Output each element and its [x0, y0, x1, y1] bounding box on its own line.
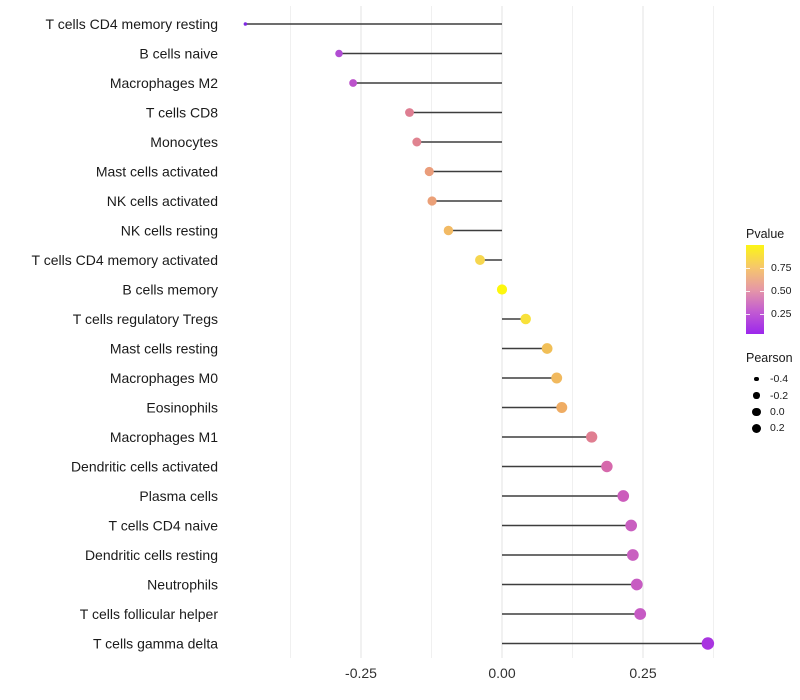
lollipop-dot	[701, 637, 715, 650]
y-axis-label: Plasma cells	[139, 488, 218, 504]
lollipop-dot	[625, 519, 638, 532]
pearson-size-dot	[753, 392, 760, 399]
pearson-legend-title: Pearson	[746, 351, 793, 365]
y-axis-label: NK cells activated	[107, 193, 218, 209]
lollipop-dot	[617, 490, 630, 502]
y-axis-label: Eosinophils	[146, 399, 218, 415]
colorbar-tick-label: 0.25	[771, 307, 792, 320]
pvalue-legend-title: Pvalue	[746, 227, 785, 241]
y-axis-label: Macrophages M2	[110, 75, 218, 91]
pearson-size-label: 0.2	[770, 422, 785, 435]
y-axis-label: B cells memory	[122, 281, 218, 297]
y-axis-label: Mast cells activated	[96, 163, 218, 179]
colorbar-tick-label: 0.50	[771, 285, 792, 297]
pearson-size-dot	[754, 377, 759, 382]
lollipop-dot	[405, 108, 414, 117]
y-axis-label: Monocytes	[150, 134, 218, 150]
colorbar-tick-label: 0.75	[771, 262, 792, 275]
y-axis-label: T cells regulatory Tregs	[73, 311, 218, 327]
lollipop-dot	[443, 225, 454, 236]
colorbar-tick	[760, 291, 764, 292]
pvalue-colorbar	[746, 245, 764, 334]
lollipop-dot	[243, 22, 248, 26]
lollipop-dot	[630, 578, 643, 591]
lollipop-dot	[424, 166, 434, 177]
lollipop-dot	[335, 49, 343, 58]
y-axis-label: B cells naive	[139, 45, 218, 61]
lollipop-dot	[551, 372, 563, 384]
colorbar-tick	[760, 313, 764, 315]
colorbar-tick	[746, 313, 750, 315]
x-tick-label: 0.00	[488, 665, 515, 681]
lollipop-dot	[556, 402, 568, 413]
pearson-legend-item: -0.4	[746, 371, 793, 387]
y-axis-label: T cells CD4 memory resting	[46, 16, 218, 32]
colorbar-tick	[746, 291, 750, 292]
y-axis-label: T cells CD4 memory activated	[32, 252, 218, 268]
pearson-legend-item: -0.2	[746, 387, 793, 403]
lollipop-dot	[541, 343, 553, 354]
pearson-legend-item: 0.0	[746, 404, 793, 420]
pearson-size-label: -0.4	[770, 373, 789, 386]
pearson-legend-items: -0.4 -0.2 0.0 0.2	[746, 371, 793, 437]
lollipop-dot	[586, 431, 598, 443]
pearson-size-dot	[752, 407, 761, 417]
x-tick-label: 0.25	[629, 665, 656, 681]
x-tick-label: -0.25	[345, 665, 377, 681]
colorbar-tick	[760, 268, 764, 270]
y-axis-label: Neutrophils	[147, 576, 218, 592]
y-axis-label: T cells CD4 naive	[109, 517, 219, 533]
pearson-size-label: -0.2	[770, 389, 789, 402]
pearson-legend-item: 0.2	[746, 420, 793, 436]
lollipop-dot	[427, 196, 437, 206]
y-axis-label: Dendritic cells activated	[71, 458, 218, 474]
y-axis-label: Mast cells resting	[110, 340, 218, 356]
y-axis-label: T cells follicular helper	[80, 606, 219, 622]
colorbar-tick	[746, 268, 750, 270]
y-axis-label: Macrophages M0	[110, 370, 218, 386]
lollipop-dot	[601, 460, 613, 473]
y-axis-label: T cells gamma delta	[93, 635, 218, 651]
lollipop-dot	[496, 284, 508, 295]
y-axis-label: Macrophages M1	[110, 429, 218, 445]
pearson-legend: Pearson -0.4 -0.2 0.0 0.2	[746, 350, 793, 437]
lollipop-dot	[412, 137, 422, 147]
lollipop-dot	[520, 313, 531, 325]
pvalue-legend: Pvalue 0.75 0.50 0.25	[746, 226, 791, 334]
pvalue-colorbar-wrap: 0.75 0.50 0.25	[746, 245, 791, 334]
pearson-size-dot	[751, 423, 762, 434]
lollipop-dot	[475, 255, 485, 265]
pearson-size-label: 0.0	[770, 405, 785, 418]
y-axis-label: T cells CD8	[146, 104, 218, 120]
lollipop-dot	[349, 79, 358, 87]
lollipop-dot	[626, 549, 639, 561]
lollipop-dot	[634, 608, 647, 620]
y-axis-label: NK cells resting	[121, 222, 218, 238]
y-axis-label: Dendritic cells resting	[85, 547, 218, 563]
